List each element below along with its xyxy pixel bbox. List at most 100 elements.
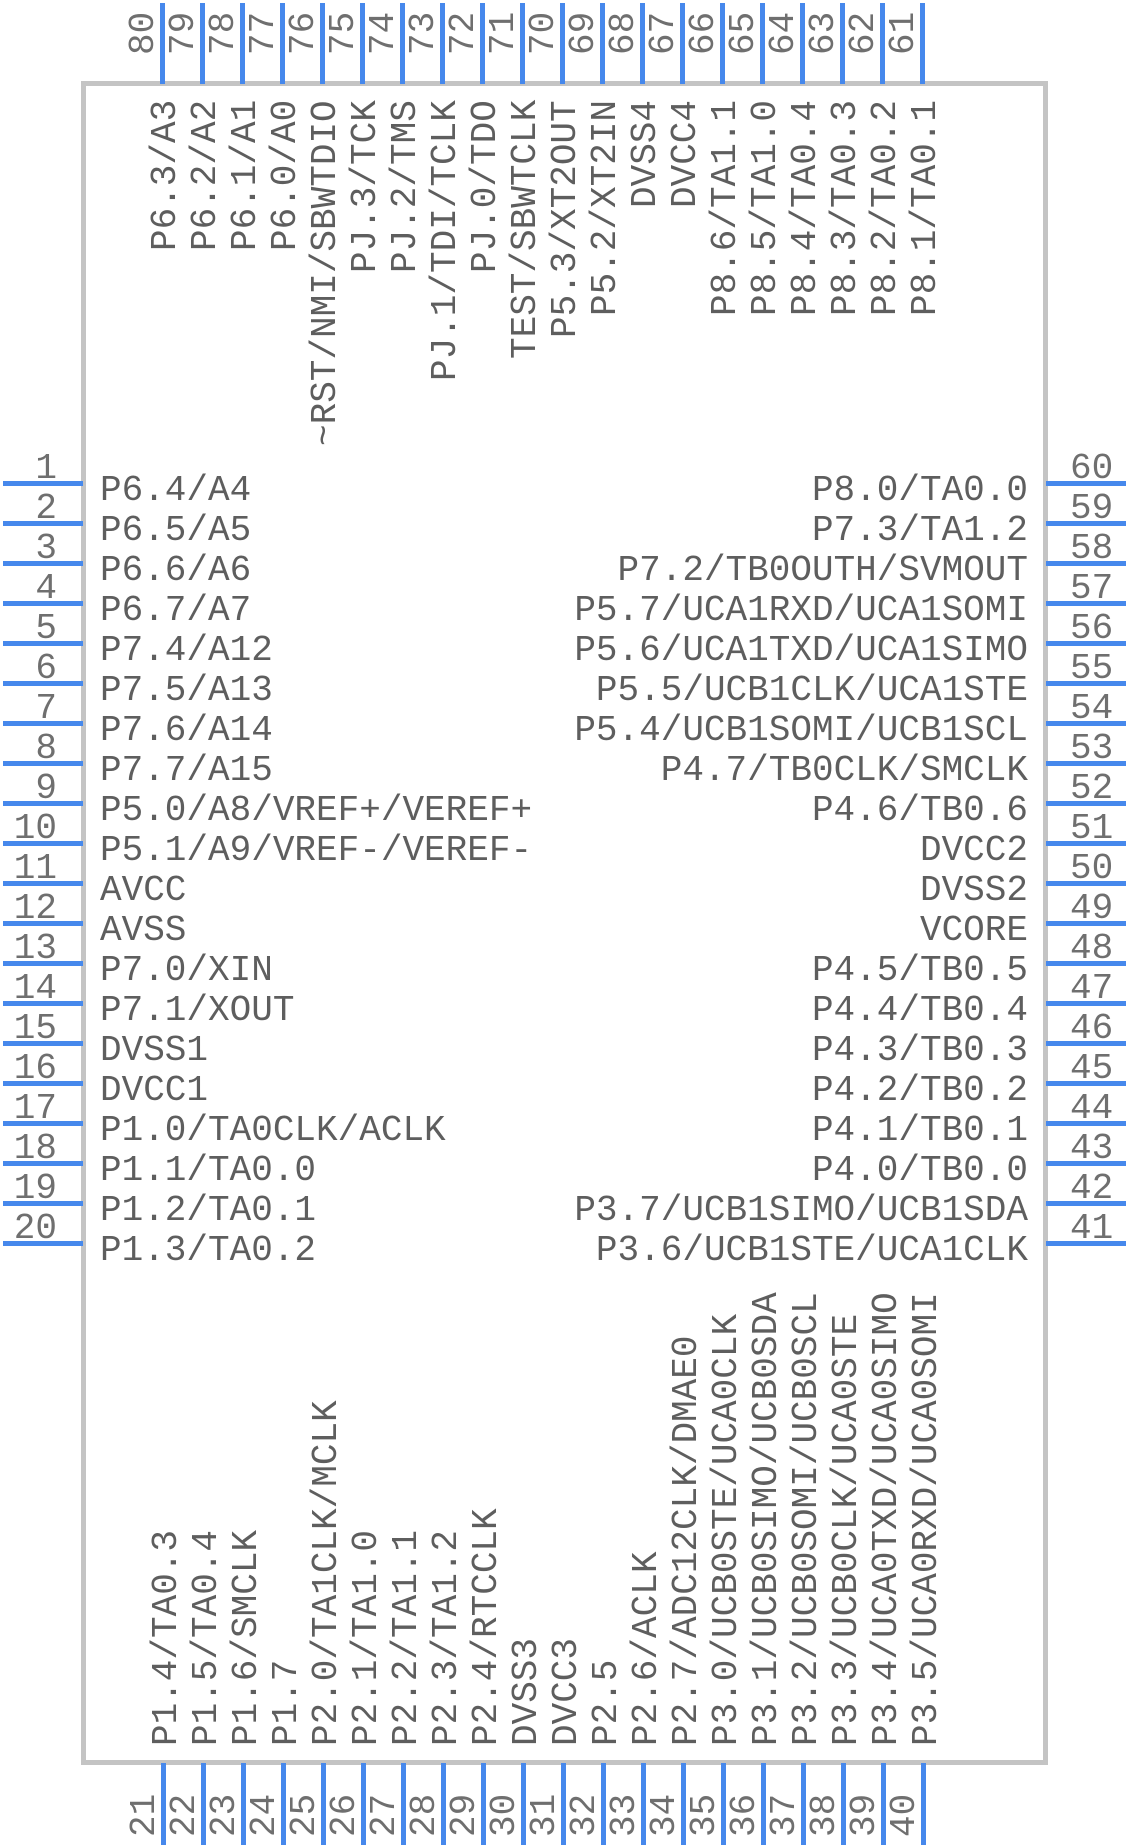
pin-4-number: 4 [35, 568, 57, 609]
pin-34-number: 34 [644, 1793, 685, 1837]
pin-25-number: 25 [284, 1793, 325, 1837]
pin-46-number: 46 [1070, 1008, 1114, 1049]
pin-14-label: P7.1/XOUT [100, 990, 295, 1031]
pin-8-number: 8 [35, 728, 57, 769]
pin-58-number: 58 [1070, 528, 1114, 569]
pin-58-label: P7.2/TB0OUTH/SVMOUT [617, 550, 1028, 591]
pin-65-label: P8.5/TA1.0 [745, 100, 786, 317]
pin-14-line [3, 1001, 83, 1006]
pin-38-number: 38 [804, 1793, 845, 1837]
pin-66-label: P8.6/TA1.1 [705, 100, 746, 317]
pin-5-number: 5 [35, 608, 57, 649]
pin-75-number: 75 [323, 12, 364, 56]
pin-57-number: 57 [1070, 568, 1114, 609]
pin-6-line [3, 681, 83, 686]
pin-37-label: P3.2/UCB0SOMI/UCB0SCL [786, 1292, 827, 1746]
pin-80-label: P6.3/A3 [145, 100, 186, 252]
pin-24-label: P1.7 [266, 1659, 307, 1746]
pin-35-label: P3.0/UCB0STE/UCA0CLK [706, 1313, 747, 1746]
pin-47-line [1046, 1001, 1126, 1006]
pin-32-line [601, 1763, 606, 1845]
pin-39-number: 39 [844, 1793, 885, 1837]
pin-54-label: P5.4/UCB1SOMI/UCB1SCL [574, 710, 1028, 751]
pin-63-line [840, 3, 845, 84]
pin-30-label: DVSS3 [506, 1637, 547, 1746]
pin-23-line [241, 1763, 246, 1845]
pin-67-number: 67 [643, 12, 684, 56]
pin-9-line [3, 801, 83, 806]
pin-3-number: 3 [35, 528, 57, 569]
pin-20-line [3, 1241, 83, 1246]
pin-38-line [841, 1763, 846, 1845]
pin-53-line [1046, 761, 1126, 766]
pin-50-line [1046, 881, 1126, 886]
pin-75-line [360, 3, 365, 84]
pin-49-line [1046, 921, 1126, 926]
pin-68-line [640, 3, 645, 84]
pin-23-label: P1.6/SMCLK [226, 1529, 267, 1746]
pin-26-number: 26 [324, 1793, 365, 1837]
pin-19-line [3, 1201, 83, 1206]
pin-51-line [1046, 841, 1126, 846]
pin-73-number: 73 [403, 12, 444, 56]
pin-73-line [440, 3, 445, 84]
pin-16-number: 16 [13, 1048, 57, 1089]
pin-28-number: 28 [404, 1793, 445, 1837]
pin-55-line [1046, 681, 1126, 686]
pin-52-label: P4.6/TB0.6 [811, 790, 1028, 831]
pin-5-line [3, 641, 83, 646]
pin-44-number: 44 [1070, 1088, 1114, 1129]
pin-37-number: 37 [764, 1793, 805, 1837]
pin-40-label: P3.5/UCA0RXD/UCA0SOMI [906, 1292, 947, 1746]
pin-2-label: P6.5/A5 [100, 510, 252, 551]
pin-56-label: P5.6/UCA1TXD/UCA1SIMO [574, 630, 1028, 671]
pin-45-label: P4.2/TB0.2 [811, 1070, 1028, 1111]
pin-15-line [3, 1041, 83, 1046]
pin-28-label: P2.3/TA1.2 [426, 1529, 467, 1746]
pin-5-label: P7.4/A12 [100, 630, 273, 671]
pin-11-line [3, 881, 83, 886]
pin-48-label: P4.5/TB0.5 [811, 950, 1028, 991]
pin-48-line [1046, 961, 1126, 966]
pin-26-label: P2.1/TA1.0 [346, 1529, 387, 1746]
pin-66-number: 66 [683, 12, 724, 56]
pin-47-number: 47 [1070, 968, 1114, 1009]
pin-24-line [281, 1763, 286, 1845]
pin-75-label: PJ.3/TCK [345, 100, 386, 273]
pin-39-line [881, 1763, 886, 1845]
pin-62-number: 62 [843, 12, 884, 56]
pin-44-label: P4.1/TB0.1 [811, 1110, 1028, 1151]
pin-78-number: 78 [203, 12, 244, 56]
pin-54-number: 54 [1070, 688, 1114, 729]
pin-63-number: 63 [803, 12, 844, 56]
pin-21-number: 21 [124, 1793, 165, 1837]
pin-52-number: 52 [1070, 768, 1114, 809]
pin-36-number: 36 [724, 1793, 765, 1837]
pin-45-line [1046, 1081, 1126, 1086]
pin-33-line [641, 1763, 646, 1845]
pin-68-number: 68 [603, 12, 644, 56]
pin-6-number: 6 [35, 648, 57, 689]
pin-68-label: DVSS4 [625, 100, 666, 209]
pin-72-label: PJ.0/TDO [465, 100, 506, 273]
pin-46-label: P4.3/TB0.3 [811, 1030, 1028, 1071]
pin-76-label: ~RST/NMI/SBWTDIO [305, 100, 346, 446]
pin-41-line [1046, 1241, 1126, 1246]
pin-69-line [600, 3, 605, 84]
pin-61-line [920, 3, 925, 84]
pin-12-line [3, 921, 83, 926]
pin-72-number: 72 [443, 12, 484, 56]
pin-60-line [1046, 481, 1126, 486]
pin-65-number: 65 [723, 12, 764, 56]
pin-67-line [680, 3, 685, 84]
pin-44-line [1046, 1121, 1126, 1126]
pin-1-line [3, 481, 83, 486]
pin-65-line [760, 3, 765, 84]
pin-62-label: P8.2/TA0.2 [865, 100, 906, 317]
pin-1-number: 1 [35, 448, 57, 489]
pin-10-number: 10 [13, 808, 57, 849]
pin-42-number: 42 [1070, 1168, 1114, 1209]
pin-50-label: DVSS2 [919, 870, 1028, 911]
pin-57-label: P5.7/UCA1RXD/UCA1SOMI [574, 590, 1028, 631]
